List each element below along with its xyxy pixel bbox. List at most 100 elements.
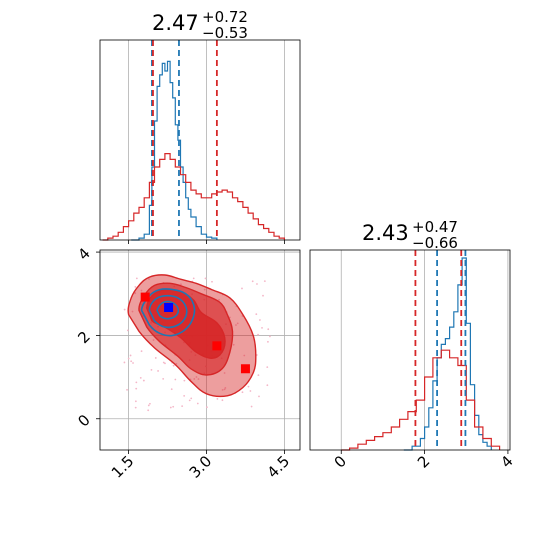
scatter-point <box>195 376 198 378</box>
scatter-point <box>241 287 243 290</box>
scatter-point <box>257 333 259 336</box>
marginal-y-panel: 2.43 +0.47 −0.66 0 2 4 <box>309 218 517 472</box>
scatter-point <box>188 399 191 402</box>
scatter-point <box>140 289 143 292</box>
scatter-point <box>221 399 224 402</box>
scatter-point <box>266 366 269 368</box>
marginal-x-panel: 2.47 +0.72 −0.53 <box>99 8 301 244</box>
scatter-point <box>249 390 252 392</box>
x-tick-label: 2 <box>414 452 433 471</box>
scatter-point <box>162 377 165 380</box>
scatter-point <box>139 376 142 379</box>
scatter-point <box>126 388 128 391</box>
scatter-point <box>250 405 253 408</box>
scatter-point <box>147 404 150 407</box>
scatter-point <box>190 397 193 400</box>
marker-square <box>164 303 174 312</box>
x-tick-label: 0 <box>331 452 350 471</box>
scatter-point <box>258 395 260 398</box>
scatter-point <box>170 388 173 391</box>
scatter-point <box>169 406 172 409</box>
marginal-y-series-1 <box>341 349 501 451</box>
marginal-y-frame <box>309 249 511 451</box>
marginal-x-series-1 <box>102 153 285 241</box>
blue-contour-1 <box>148 294 188 329</box>
scatter-point <box>181 405 184 408</box>
scatter-point <box>154 357 157 359</box>
scatter-point <box>140 350 143 353</box>
scatter-point <box>267 328 270 331</box>
marginal-x-title: 2.47 <box>152 11 199 35</box>
scatter-point <box>174 378 177 381</box>
scatter-point <box>259 319 261 321</box>
x-tick-label: 4.5 <box>264 452 294 482</box>
scatter-point <box>164 362 166 365</box>
joint-panel: 1.5 3.0 4.5 0 2 4 <box>74 244 301 482</box>
y-tick-label: 4 <box>74 244 93 263</box>
scatter-point <box>269 335 271 338</box>
scatter-point <box>251 280 254 283</box>
joint-frame <box>99 249 301 451</box>
scatter-point <box>134 286 137 288</box>
scatter-point <box>135 387 138 390</box>
scatter-point <box>203 288 206 291</box>
scatter-point <box>131 310 134 313</box>
scatter-point <box>162 361 165 364</box>
blue-contour-2 <box>156 300 180 320</box>
scatter-point <box>235 324 237 326</box>
scatter-point <box>193 378 196 380</box>
scatter-point <box>147 409 150 412</box>
x-tick-label: 3.0 <box>186 452 216 482</box>
blue-contour-0 <box>140 288 196 337</box>
marginal-y-title-upper: +0.47 <box>412 218 458 236</box>
scatter-point <box>267 340 269 343</box>
scatter-point <box>172 405 175 408</box>
marginal-x-frame <box>99 39 301 241</box>
scatter-point <box>266 384 269 387</box>
scatter-point <box>197 378 200 380</box>
scatter-point <box>172 364 175 367</box>
marginal-x-title-upper: +0.72 <box>202 8 248 26</box>
marker-square <box>140 292 150 302</box>
scatter-point <box>152 339 155 341</box>
scatter-point <box>218 298 220 301</box>
scatter-point <box>123 361 126 364</box>
scatter-point <box>247 385 250 388</box>
scatter-point <box>150 368 153 371</box>
scatter-point <box>196 402 199 405</box>
scatter-point <box>183 379 186 382</box>
scatter-point <box>134 400 137 403</box>
x-tick-label: 1.5 <box>108 452 138 482</box>
marker-square <box>240 364 250 374</box>
scatter-point <box>236 322 239 325</box>
scatter-point <box>241 391 244 394</box>
scatter-point <box>183 394 186 397</box>
y-tick-label: 2 <box>74 328 93 347</box>
scatter-point <box>134 406 137 409</box>
scatter-point <box>261 326 263 329</box>
marginal-x-title-lower: −0.53 <box>202 24 248 42</box>
scatter-point <box>204 277 207 280</box>
scatter-point <box>135 381 138 384</box>
scatter-point <box>148 278 150 280</box>
scatter-point <box>223 372 226 374</box>
scatter-point <box>256 283 258 285</box>
marginal-y-series-0 <box>403 257 492 451</box>
scatter-point <box>263 280 266 282</box>
scatter-point <box>211 280 213 283</box>
scatter-point <box>192 277 195 280</box>
scatter-point <box>243 354 246 357</box>
scatter-point <box>135 277 138 280</box>
scatter-point <box>206 406 208 409</box>
scatter-point <box>257 374 260 377</box>
marginal-y-title: 2.43 <box>362 221 409 245</box>
scatter-point <box>127 357 130 360</box>
scatter-point <box>130 360 133 363</box>
scatter-point <box>232 343 235 346</box>
scatter-point <box>123 308 126 311</box>
scatter-point <box>142 379 145 382</box>
scatter-point <box>223 388 226 391</box>
scatter-point <box>157 370 159 372</box>
scatter-point <box>224 387 227 389</box>
